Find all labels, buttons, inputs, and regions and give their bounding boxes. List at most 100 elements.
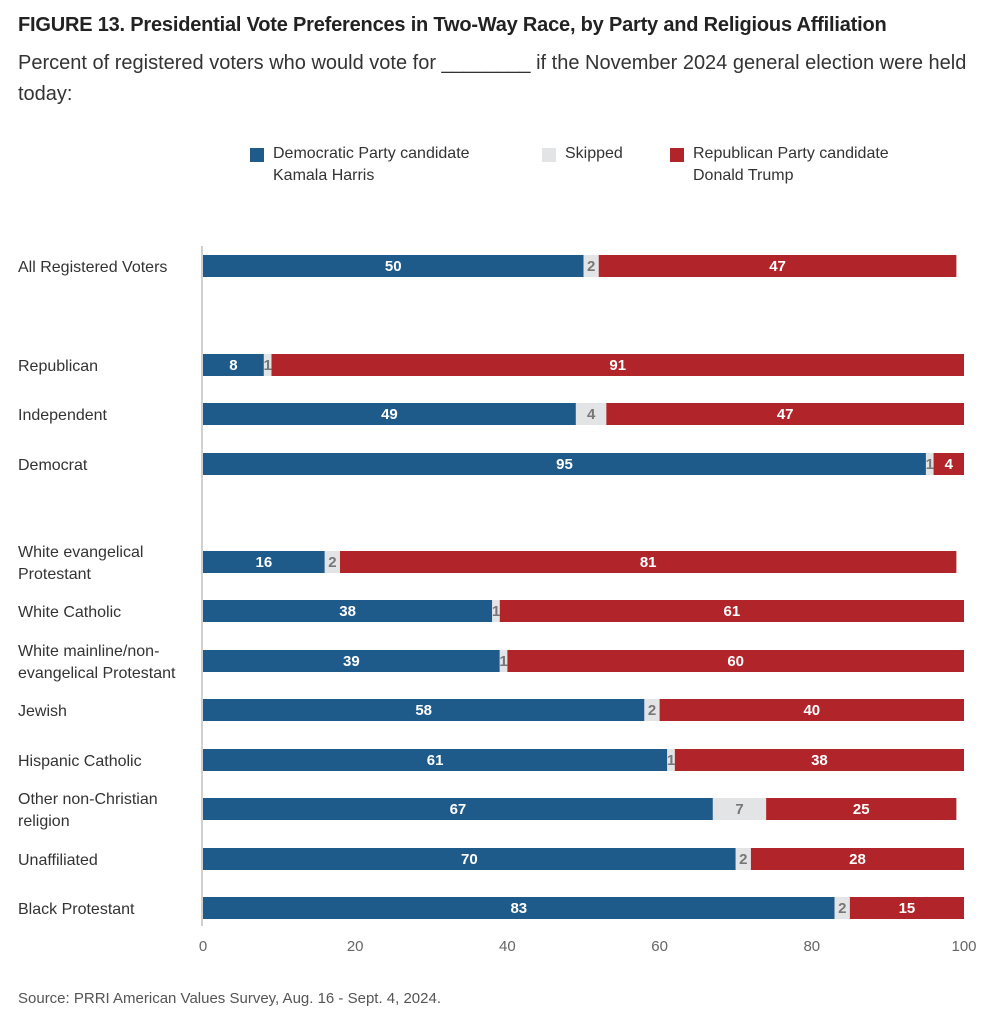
bar-row: Independent 49 4 47 [18, 403, 964, 425]
bar-segment-democratic [203, 453, 926, 475]
bar-row: All Registered Voters 50 2 47 [18, 255, 957, 277]
bar-value-label: 1 [499, 653, 507, 670]
bar-value-label: 1 [667, 752, 675, 769]
bar-value-label: 61 [427, 752, 444, 769]
bar-value-label: 2 [328, 554, 336, 571]
bar-value-label: 58 [415, 702, 432, 719]
bar-segment-democratic [203, 848, 736, 870]
bar-segment-democratic [203, 897, 835, 919]
bar-segment-republican [849, 897, 964, 919]
category-label: Other non-Christian religion [18, 791, 158, 830]
bar-row: Hispanic Catholic 61 1 38 [18, 749, 964, 771]
x-tick-label: 60 [651, 938, 668, 955]
bar-segment-democratic [203, 699, 645, 721]
bar-value-label: 2 [648, 702, 656, 719]
bar-value-label: 8 [229, 357, 237, 374]
bar-value-label: 4 [587, 406, 596, 423]
bar-segment-democratic [203, 798, 713, 820]
bar-segment-republican [750, 848, 964, 870]
bar-value-label: 67 [450, 801, 467, 818]
x-tick-label: 40 [499, 938, 516, 955]
x-tick-label: 80 [803, 938, 820, 955]
bar-row: Jewish 58 2 40 [18, 699, 964, 721]
bar-value-label: 16 [256, 554, 273, 571]
category-label: Black Protestant [18, 901, 135, 918]
source-note: Source: PRRI American Values Survey, Aug… [18, 990, 442, 1007]
bar-segment-skipped [712, 798, 767, 820]
stacked-bar-chart: 0 20 40 60 80 100 All Registered Voters 50 2 47R… [18, 246, 977, 955]
bar-segment-skipped [834, 897, 850, 919]
bar-segment-republican [271, 354, 964, 376]
bar-segment-democratic [203, 650, 500, 672]
category-label: White Catholic [18, 604, 121, 621]
bar-value-label: 47 [777, 406, 794, 423]
bar-segment-skipped [575, 403, 607, 425]
bar-value-label: 7 [735, 801, 743, 818]
bar-value-label: 1 [264, 357, 272, 374]
bar-row: White evangelical Protestant 16 2 81 [18, 544, 957, 583]
bar-segment-republican [674, 749, 964, 771]
x-tick-label: 20 [347, 938, 364, 955]
bar-value-label: 15 [899, 900, 916, 917]
bar-segment-republican [766, 798, 957, 820]
bar-row: White Catholic 38 1 61 [18, 600, 964, 622]
bar-segment-republican [659, 699, 964, 721]
bar-segment-republican [507, 650, 964, 672]
bar-row: Other non-Christian religion 67 7 25 [18, 791, 957, 830]
bar-segment-skipped [263, 354, 272, 376]
bar-segment-democratic [203, 403, 576, 425]
category-label: Republican [18, 358, 98, 375]
bar-segment-democratic [203, 354, 264, 376]
x-tick-label: 0 [199, 938, 207, 955]
x-tick-label: 100 [951, 938, 976, 955]
x-axis: 0 20 40 60 80 100 [199, 246, 977, 955]
category-label: White mainline/non-evangelical Protestan… [18, 643, 176, 682]
category-label: All Registered Voters [18, 259, 167, 276]
bar-segment-republican [606, 403, 964, 425]
bar-value-label: 39 [343, 653, 360, 670]
bar-row: Democrat 95 1 4 [18, 453, 964, 475]
bar-segment-skipped [583, 255, 599, 277]
bar-segment-republican [499, 600, 964, 622]
bar-segment-democratic [203, 255, 584, 277]
bar-segment-democratic [203, 600, 493, 622]
bar-segment-skipped [925, 453, 934, 475]
bar-segment-republican [339, 551, 957, 573]
bar-value-label: 49 [381, 406, 398, 423]
bar-value-label: 2 [587, 258, 595, 275]
category-label: Hispanic Catholic [18, 753, 142, 770]
bar-value-label: 40 [803, 702, 820, 719]
bar-value-label: 2 [838, 900, 846, 917]
bar-segment-skipped [735, 848, 751, 870]
bar-row: Unaffiliated 70 2 28 [18, 848, 964, 870]
bar-value-label: 60 [727, 653, 744, 670]
bar-segment-democratic [203, 551, 325, 573]
bar-value-label: 25 [853, 801, 870, 818]
bar-segment-republican [598, 255, 957, 277]
category-label: Independent [18, 407, 108, 424]
chart-title: FIGURE 13. Presidential Vote Preferences… [18, 14, 887, 36]
bar-segment-republican [933, 453, 964, 475]
category-label: White evangelical Protestant [18, 544, 143, 583]
bar-value-label: 70 [461, 851, 478, 868]
bar-value-label: 1 [492, 603, 500, 620]
bar-row: White mainline/non-evangelical Protestan… [18, 643, 964, 682]
bar-value-label: 2 [739, 851, 747, 868]
category-label: Unaffiliated [18, 852, 98, 869]
bar-value-label: 81 [640, 554, 657, 571]
bar-value-label: 83 [510, 900, 527, 917]
bar-segment-skipped [324, 551, 340, 573]
bar-row: Black Protestant 83 2 15 [18, 897, 964, 919]
bar-value-label: 4 [945, 456, 954, 473]
bar-segment-skipped [499, 650, 508, 672]
category-label: Democrat [18, 457, 88, 474]
bar-value-label: 91 [609, 357, 626, 374]
bar-segment-skipped [667, 749, 675, 771]
bar-segment-skipped [492, 600, 500, 622]
bar-value-label: 50 [385, 258, 402, 275]
bar-value-label: 95 [556, 456, 573, 473]
bar-value-label: 38 [811, 752, 828, 769]
bar-value-label: 61 [724, 603, 741, 620]
bar-segment-democratic [203, 749, 668, 771]
